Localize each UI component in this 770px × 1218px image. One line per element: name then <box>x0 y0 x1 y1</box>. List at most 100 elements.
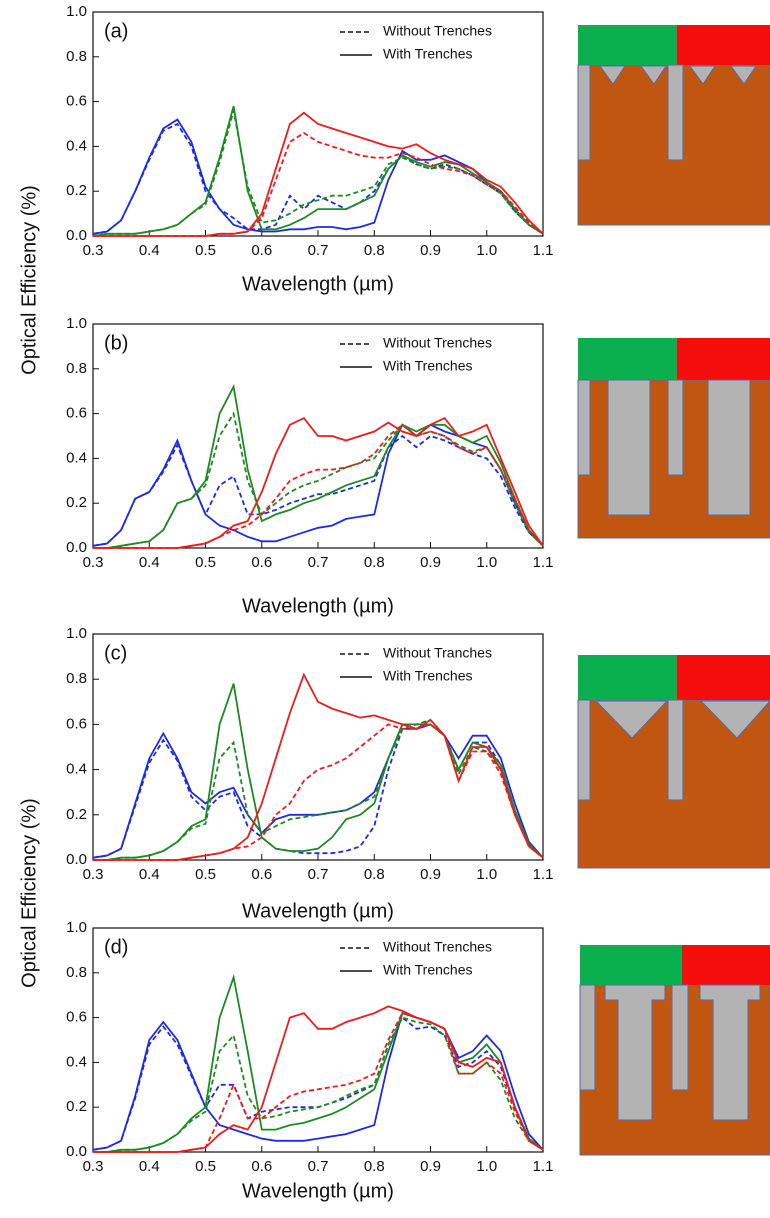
x-tick-label: 0.6 <box>251 242 272 259</box>
panel-label: (d) <box>104 936 128 958</box>
x-tick-label: 0.4 <box>139 866 160 883</box>
y-tick-label: 0.6 <box>66 1009 87 1026</box>
x-tick-label: 1.0 <box>476 554 497 571</box>
x-tick-label: 0.5 <box>195 866 216 883</box>
x-tick-label: 0.8 <box>364 554 385 571</box>
x-tick-label: 1.0 <box>476 866 497 883</box>
y-tick-label: 0.2 <box>66 1098 87 1115</box>
y-tick-label: 0.6 <box>66 93 87 110</box>
y-axis-title: Optical Efficiency (%) <box>18 185 40 375</box>
x-tick-label: 1.1 <box>533 1158 554 1175</box>
x-tick-label: 0.4 <box>139 242 160 259</box>
y-tick-label: 0.8 <box>66 670 87 687</box>
y-tick-label: 0.6 <box>66 405 87 422</box>
y-tick-label: 0.8 <box>66 964 87 981</box>
y-tick-label: 0.8 <box>66 48 87 65</box>
x-tick-label: 0.4 <box>139 1158 160 1175</box>
x-tick-label: 0.9 <box>420 554 441 571</box>
series-line <box>93 973 544 1153</box>
chart-panel: 0.0 0.2 0.4 0.6 0.8 1.0 0.3 0.4 0.5 0.6 0.7 0.8 0.9 1… <box>18 625 553 988</box>
y-tick-label: 0.2 <box>66 494 87 511</box>
x-tick-label: 1.0 <box>476 1158 497 1175</box>
y-tick-label: 0.6 <box>66 715 87 732</box>
legend-label: Without Trenches <box>383 23 492 39</box>
y-tick-label: 0.0 <box>66 1143 87 1160</box>
x-axis-title: Wavelength (µm) <box>242 273 394 295</box>
y-tick-label: 0.4 <box>66 761 87 778</box>
x-tick-label: 0.8 <box>364 242 385 259</box>
x-axis-title: Wavelength (µm) <box>242 1180 394 1202</box>
x-tick-label: 0.9 <box>420 866 441 883</box>
series-line <box>92 723 544 859</box>
series-line <box>93 383 544 549</box>
x-tick-label: 0.6 <box>251 866 272 883</box>
series-line <box>93 111 544 237</box>
y-tick-label: 1.0 <box>66 625 87 642</box>
y-tick-label: 0.0 <box>66 851 87 868</box>
y-tick-label: 0.8 <box>66 360 87 377</box>
x-tick-label: 0.7 <box>308 866 329 883</box>
x-tick-label: 0.8 <box>364 866 385 883</box>
structure-diagram-b <box>577 338 770 539</box>
chart-panel: 0.0 0.2 0.4 0.6 0.8 1.0 0.3 0.4 0.5 0.6 0.7 0.8 0.9 1… <box>66 919 553 1202</box>
series-line <box>92 723 544 859</box>
x-tick-label: 0.5 <box>195 1158 216 1175</box>
x-tick-label: 0.7 <box>308 1158 329 1175</box>
panel-label: (a) <box>104 20 128 42</box>
chart-panel: 0.0 0.2 0.4 0.6 0.8 1.0 0.3 0.4 0.5 0.6 0.7 0.8 0.9 1… <box>18 3 553 375</box>
series-line <box>92 110 544 237</box>
series-line <box>93 416 544 549</box>
series-line <box>93 131 544 237</box>
series-line <box>92 423 544 547</box>
legend-label: With Trenches <box>383 358 472 374</box>
legend-label: Without Trenches <box>383 939 492 955</box>
x-tick-label: 0.6 <box>251 1158 272 1175</box>
structure-diagram-c <box>577 655 770 869</box>
y-tick-label: 0.2 <box>66 182 87 199</box>
x-tick-label: 1.1 <box>533 554 554 571</box>
y-tick-label: 0.4 <box>66 449 87 466</box>
series-line <box>93 723 544 861</box>
y-tick-label: 0.4 <box>66 1053 87 1070</box>
series-line <box>92 434 544 547</box>
y-tick-label: 0.0 <box>66 539 87 556</box>
legend-label: With Trenches <box>383 962 472 978</box>
structure-diagram-a <box>577 25 770 226</box>
structure-diagram-d <box>579 945 770 1156</box>
legend-label: Without Tranches <box>383 645 492 661</box>
series-line <box>93 683 544 861</box>
series-line <box>93 1005 544 1153</box>
legend-label: With Trenches <box>383 46 472 62</box>
x-tick-label: 0.7 <box>308 554 329 571</box>
y-tick-label: 1.0 <box>66 315 87 332</box>
x-tick-label: 0.3 <box>83 242 104 259</box>
y-tick-label: 1.0 <box>66 3 87 20</box>
series-line <box>92 1011 544 1151</box>
x-tick-label: 0.3 <box>83 866 104 883</box>
y-axis-title: Optical Efficiency (%) <box>18 798 40 988</box>
series-line <box>93 718 544 861</box>
y-tick-label: 0.0 <box>66 227 87 244</box>
x-tick-label: 0.3 <box>83 554 104 571</box>
chart-panel: 0.0 0.2 0.4 0.6 0.8 1.0 0.3 0.4 0.5 0.6 0.7 0.8 0.9 1… <box>66 315 553 617</box>
x-tick-label: 1.1 <box>533 242 554 259</box>
legend-label: With Trenches <box>383 668 472 684</box>
series-line <box>92 105 544 237</box>
x-tick-label: 0.6 <box>251 554 272 571</box>
x-tick-label: 1.1 <box>533 866 554 883</box>
x-tick-label: 0.5 <box>195 242 216 259</box>
y-tick-label: 1.0 <box>66 919 87 936</box>
x-tick-label: 0.9 <box>420 1158 441 1175</box>
series-line <box>92 122 544 235</box>
panel-label: (b) <box>104 332 128 354</box>
y-tick-label: 0.2 <box>66 806 87 823</box>
series-line <box>93 1012 544 1153</box>
series-line <box>93 1016 544 1153</box>
y-tick-label: 0.4 <box>66 137 87 154</box>
x-axis-title: Wavelength (µm) <box>242 900 394 922</box>
panel-label: (c) <box>104 642 127 664</box>
x-tick-label: 1.0 <box>476 242 497 259</box>
series-line <box>92 1016 544 1151</box>
x-tick-label: 0.8 <box>364 1158 385 1175</box>
